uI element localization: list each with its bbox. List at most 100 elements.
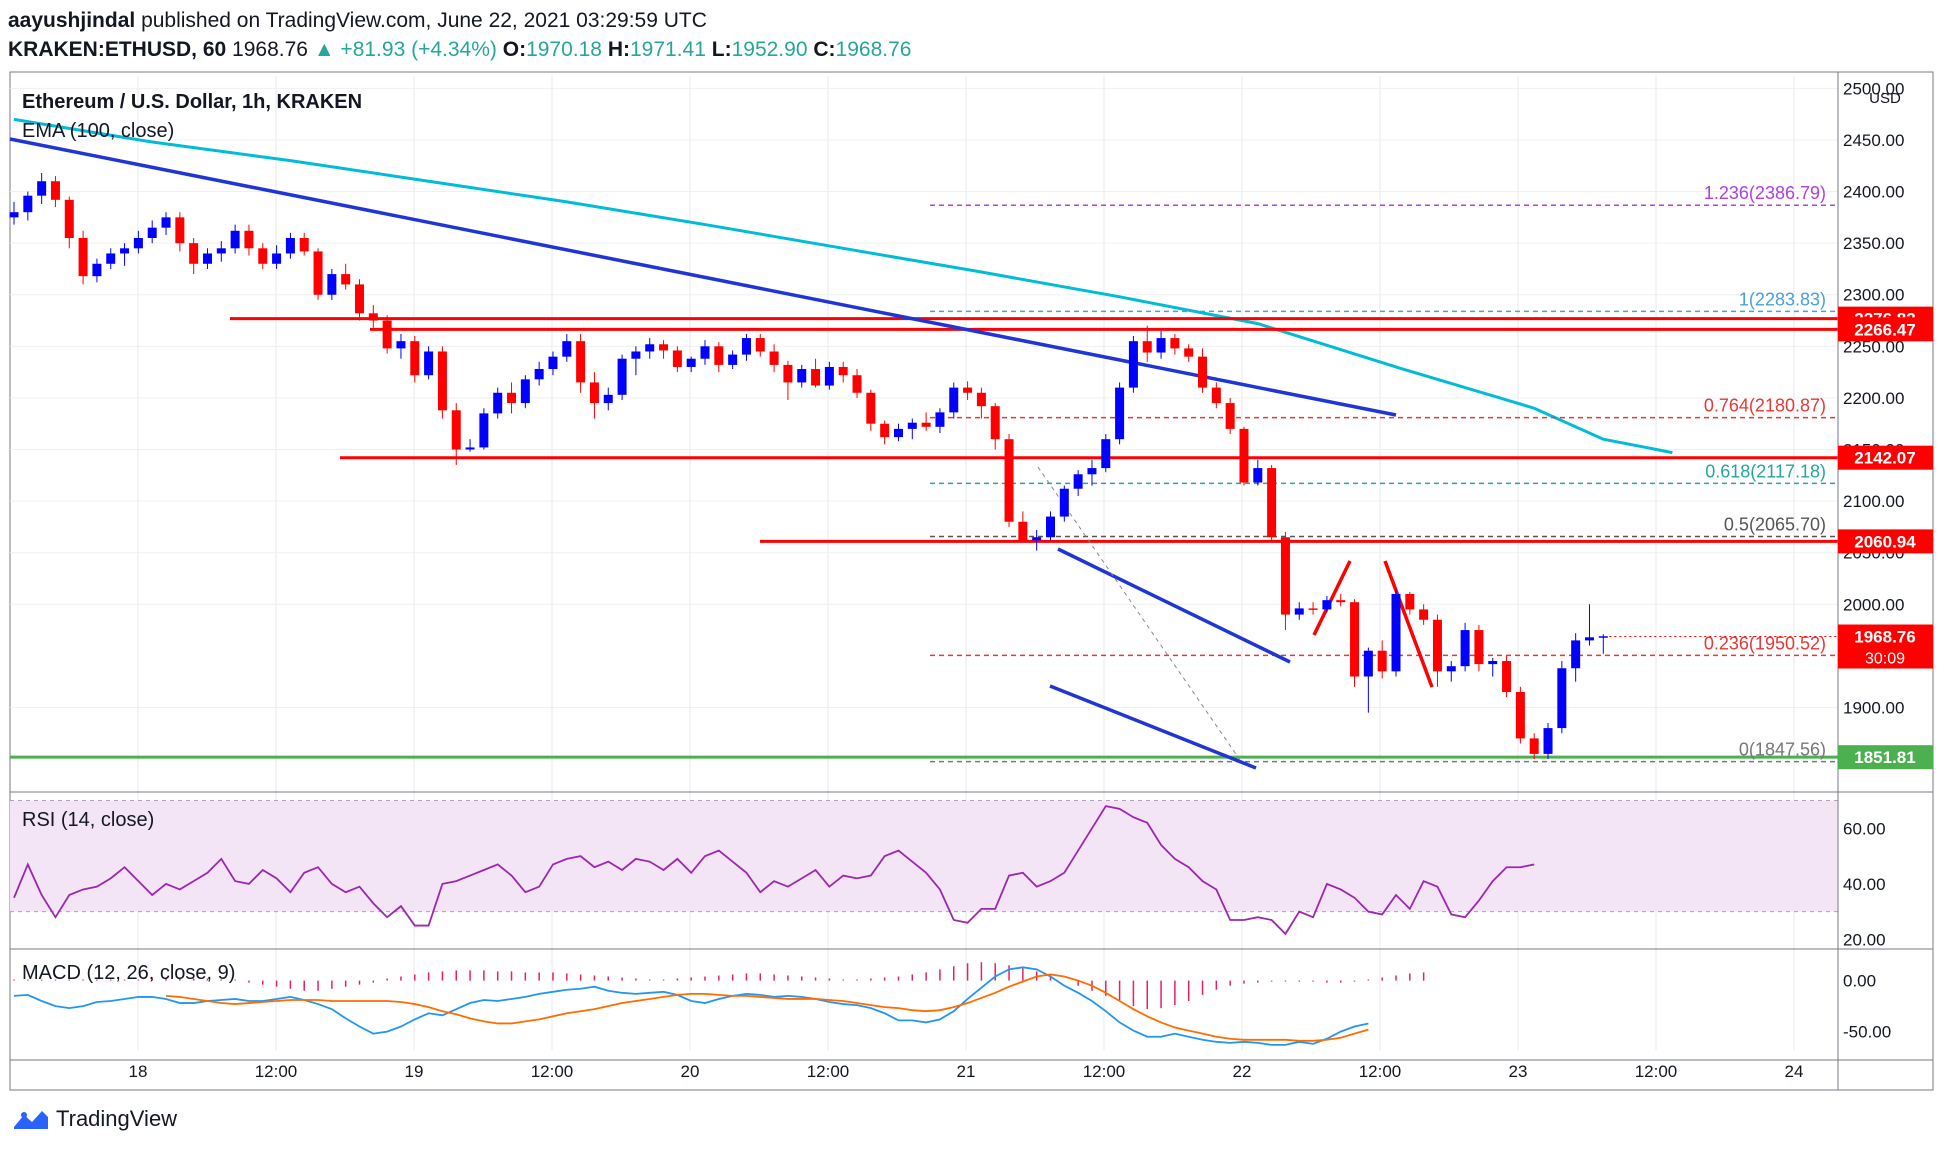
candle-body[interactable] xyxy=(465,447,475,450)
candle-body[interactable] xyxy=(1502,661,1512,692)
candle-body[interactable] xyxy=(1225,403,1235,429)
candle-body[interactable] xyxy=(285,237,295,254)
candle-body[interactable] xyxy=(589,382,599,404)
candle-body[interactable] xyxy=(299,237,309,252)
candle-body[interactable] xyxy=(1294,608,1304,615)
candle-body[interactable] xyxy=(92,263,102,277)
candle-body[interactable] xyxy=(1584,637,1594,641)
candle-body[interactable] xyxy=(120,248,130,254)
candle-body[interactable] xyxy=(1156,338,1166,353)
candle-body[interactable] xyxy=(1059,488,1069,517)
candle-body[interactable] xyxy=(520,379,530,404)
candle-body[interactable] xyxy=(714,346,724,365)
candle-body[interactable] xyxy=(313,251,323,295)
candle-body[interactable] xyxy=(783,364,793,383)
candle-body[interactable] xyxy=(728,354,738,365)
candle-body[interactable] xyxy=(272,253,282,264)
candle-body[interactable] xyxy=(493,392,503,414)
candle-body[interactable] xyxy=(1128,341,1138,388)
candle-body[interactable] xyxy=(1087,468,1097,475)
candle-body[interactable] xyxy=(1280,537,1290,615)
tradingview-logo[interactable]: TradingView xyxy=(12,1106,177,1132)
candle-body[interactable] xyxy=(1170,338,1180,349)
candle-body[interactable] xyxy=(741,338,751,355)
candle-body[interactable] xyxy=(866,392,876,424)
candle-body[interactable] xyxy=(424,351,434,376)
candle-body[interactable] xyxy=(1267,468,1277,538)
candle-body[interactable] xyxy=(1557,668,1567,729)
candle-body[interactable] xyxy=(880,423,890,438)
candle-body[interactable] xyxy=(838,366,848,376)
candle-body[interactable] xyxy=(341,274,351,285)
candle-body[interactable] xyxy=(1046,516,1055,538)
ema-100-line[interactable] xyxy=(13,117,1673,455)
candle-body[interactable] xyxy=(216,248,226,254)
candle-body[interactable] xyxy=(9,212,19,218)
candle-body[interactable] xyxy=(37,181,47,196)
trend-line[interactable] xyxy=(1049,684,1257,770)
candle-body[interactable] xyxy=(645,344,655,352)
candle-body[interactable] xyxy=(1032,537,1042,541)
candle-body[interactable] xyxy=(230,230,240,249)
candle-body[interactable] xyxy=(479,413,489,448)
author-name[interactable]: aayushjindal xyxy=(8,9,136,32)
candle-body[interactable] xyxy=(1391,593,1401,672)
candle-body[interactable] xyxy=(686,358,696,367)
candle-body[interactable] xyxy=(106,253,116,264)
candle-body[interactable] xyxy=(1239,428,1249,483)
candle-body[interactable] xyxy=(382,320,392,349)
candle-body[interactable] xyxy=(1018,521,1028,541)
macd-line[interactable] xyxy=(13,966,1369,1046)
trend-line[interactable] xyxy=(9,137,1397,417)
candle-body[interactable] xyxy=(755,338,765,352)
candle-body[interactable] xyxy=(1184,348,1194,357)
candle-body[interactable] xyxy=(976,392,986,407)
candle-body[interactable] xyxy=(935,412,945,427)
candle-body[interactable] xyxy=(548,356,558,370)
candle-body[interactable] xyxy=(1405,593,1415,610)
candle-body[interactable] xyxy=(161,217,171,228)
candle-body[interactable] xyxy=(1350,602,1360,677)
price-pane[interactable]: 1.236(2386.79) 1(2283.83) 0.764(2180.87) 0.… xyxy=(9,117,1839,770)
candle-body[interactable] xyxy=(368,313,378,321)
candle-body[interactable] xyxy=(507,392,517,404)
candle-body[interactable] xyxy=(1488,661,1498,665)
candle-body[interactable] xyxy=(258,248,268,264)
candle-body[interactable] xyxy=(562,341,572,357)
rsi-line[interactable] xyxy=(13,805,1535,936)
candle-body[interactable] xyxy=(189,243,199,264)
candle-body[interactable] xyxy=(1198,356,1208,388)
candle-body[interactable] xyxy=(1515,691,1525,739)
candle-body[interactable] xyxy=(659,344,669,351)
candle-body[interactable] xyxy=(410,341,420,376)
candle-body[interactable] xyxy=(576,341,586,383)
candle-body[interactable] xyxy=(1101,439,1111,469)
candle-body[interactable] xyxy=(949,387,959,413)
candle-body[interactable] xyxy=(700,346,710,359)
candle-body[interactable] xyxy=(811,369,821,386)
candle-body[interactable] xyxy=(893,428,903,438)
candle-body[interactable] xyxy=(1115,387,1125,440)
candle-body[interactable] xyxy=(64,199,74,238)
candle-body[interactable] xyxy=(921,422,931,427)
candle-body[interactable] xyxy=(1460,630,1470,667)
candle-body[interactable] xyxy=(852,375,862,393)
candle-body[interactable] xyxy=(50,181,60,200)
candle-body[interactable] xyxy=(147,227,157,238)
candle-body[interactable] xyxy=(534,369,544,380)
candle-body[interactable] xyxy=(202,253,212,264)
candle-body[interactable] xyxy=(1543,728,1553,754)
candle-body[interactable] xyxy=(175,217,185,244)
candle-body[interactable] xyxy=(631,351,641,359)
candle-body[interactable] xyxy=(1004,439,1014,522)
candle-body[interactable] xyxy=(824,366,834,386)
candle-body[interactable] xyxy=(1142,341,1152,353)
trend-line[interactable] xyxy=(1057,547,1291,664)
candle-body[interactable] xyxy=(617,358,627,395)
candle-body[interactable] xyxy=(1363,650,1373,677)
macd-pane[interactable] xyxy=(13,962,1425,1046)
candle-body[interactable] xyxy=(437,351,447,411)
candle-body[interactable] xyxy=(1253,468,1263,483)
candle-body[interactable] xyxy=(133,237,143,249)
